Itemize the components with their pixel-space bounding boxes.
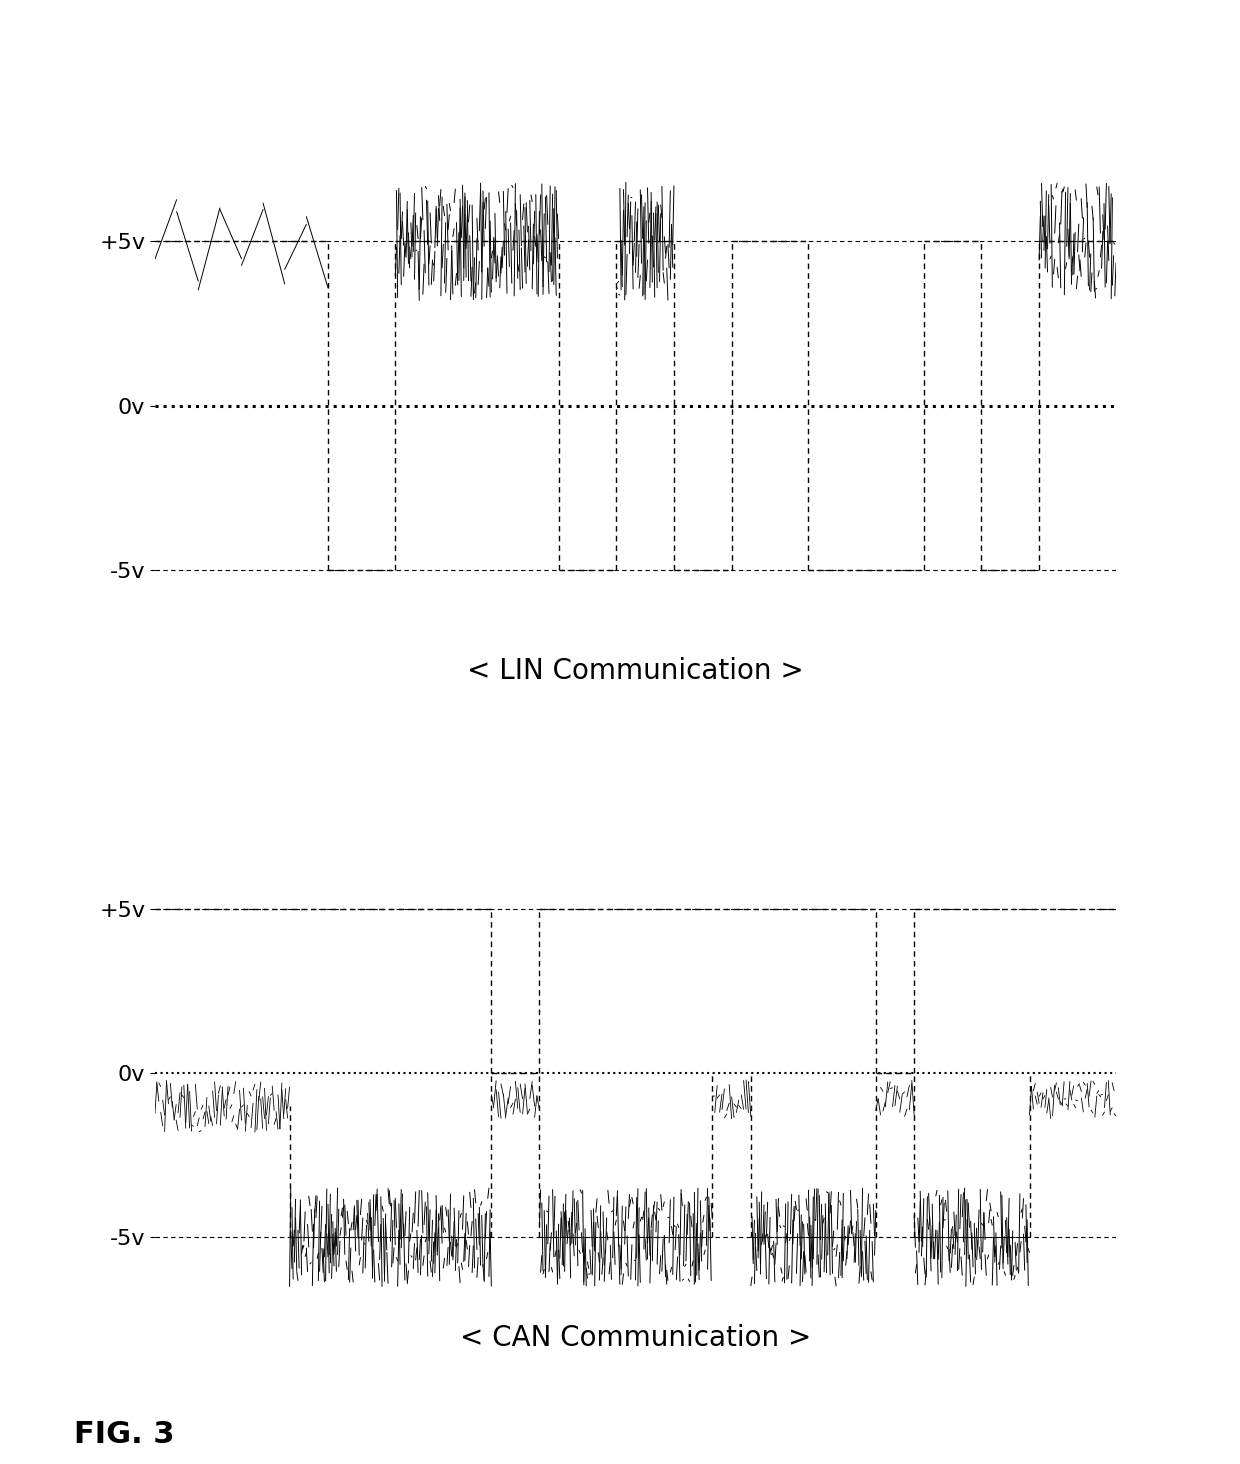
X-axis label: < CAN Communication >: < CAN Communication > [460, 1323, 811, 1351]
X-axis label: < LIN Communication >: < LIN Communication > [467, 657, 804, 685]
Text: FIG. 3: FIG. 3 [74, 1420, 175, 1449]
